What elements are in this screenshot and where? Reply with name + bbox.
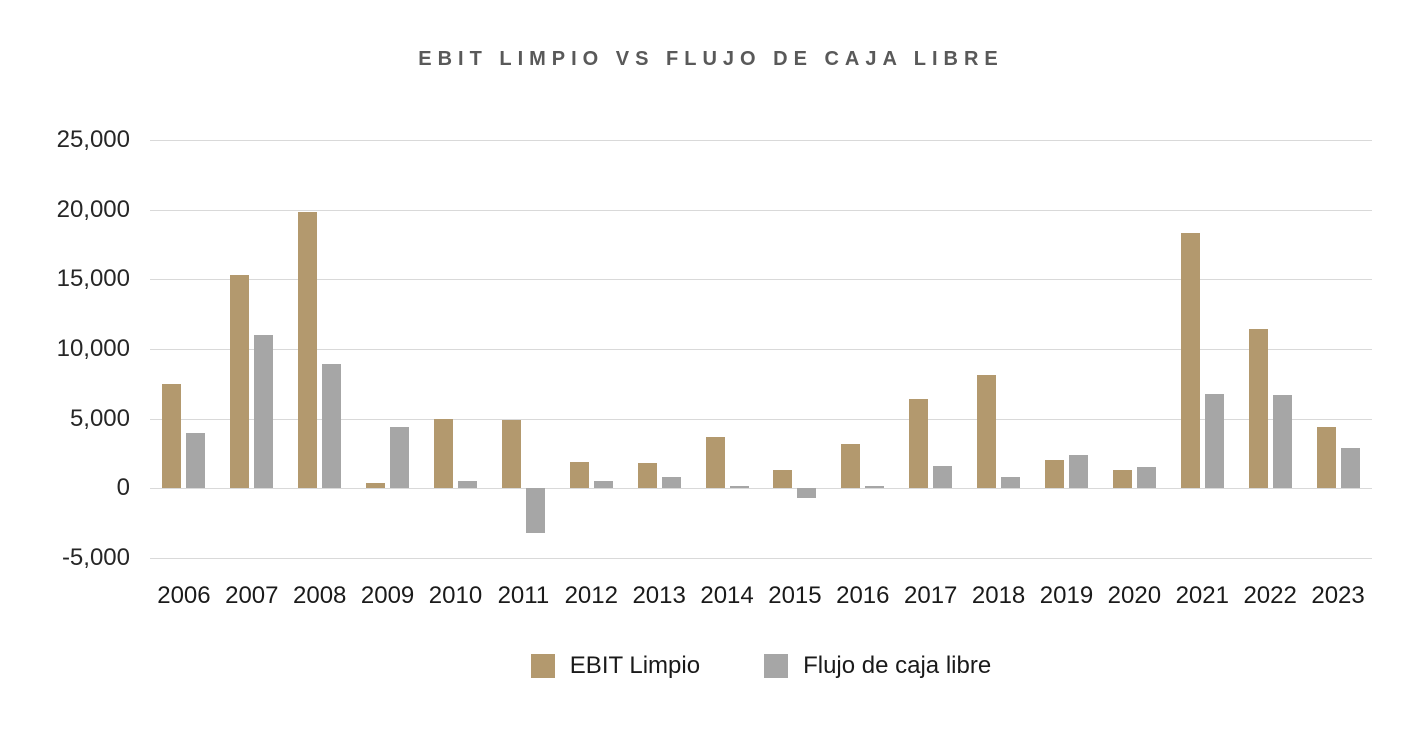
x-axis-tick-label: 2007 xyxy=(225,582,279,609)
bar-2008-series-1 xyxy=(322,364,342,489)
bar-2019-series-0 xyxy=(1045,460,1064,489)
bar-2017-series-1 xyxy=(933,466,953,489)
bar-2008-series-0 xyxy=(298,212,318,489)
legend-item-1: Flujo de caja libre xyxy=(764,652,991,680)
x-axis-tick-label: 2015 xyxy=(768,582,822,609)
y-axis-tick-label: 10,000 xyxy=(56,335,130,362)
bar-2020-series-1 xyxy=(1136,467,1156,489)
bar-2015-series-1 xyxy=(797,488,817,499)
bar-2006-series-1 xyxy=(186,432,206,489)
bar-2013-series-0 xyxy=(637,463,657,489)
bar-2023-series-1 xyxy=(1340,447,1360,489)
y-axis-tick-label: 15,000 xyxy=(56,265,130,293)
y-axis-tick-label: 5,000 xyxy=(69,404,130,432)
bar-2021-series-0 xyxy=(1180,233,1200,489)
x-axis-tick-label: 2008 xyxy=(293,582,347,609)
bar-2020-series-0 xyxy=(1112,470,1132,489)
x-axis-tick-label: 2016 xyxy=(836,582,890,609)
y-axis-tick-label: 25,000 xyxy=(56,126,130,153)
legend: EBIT Limpio Flujo de caja libre xyxy=(150,652,1372,680)
gridline-25000 xyxy=(150,140,1372,141)
bar-2014-series-0 xyxy=(705,436,725,489)
y-axis-tick-label: -5,000 xyxy=(61,544,130,571)
x-axis-tick-label: 2006 xyxy=(157,582,211,609)
bar-2018-series-0 xyxy=(977,375,997,489)
bar-2007-series-1 xyxy=(254,335,274,489)
bar-2010-series-0 xyxy=(434,418,453,489)
x-axis-tick-label: 2021 xyxy=(1175,582,1229,609)
gridline-5000 xyxy=(150,418,1372,420)
bar-2009-series-1 xyxy=(390,427,410,489)
bar-2014-series-1 xyxy=(729,486,749,489)
gridline-15000 xyxy=(150,279,1372,281)
x-axis-tick-label: 2017 xyxy=(904,582,958,609)
gridline-0 xyxy=(150,488,1372,490)
bar-2012-series-0 xyxy=(569,461,589,489)
bar-2018-series-1 xyxy=(1001,477,1021,489)
x-axis-tick-label: 2019 xyxy=(1039,582,1094,609)
bar-2016-series-1 xyxy=(865,485,885,489)
x-axis-tick-label: 2023 xyxy=(1311,582,1365,609)
x-axis-tick-label: 2018 xyxy=(971,582,1026,609)
legend-label: EBIT Limpio xyxy=(569,652,701,679)
x-axis-tick-label: 2009 xyxy=(360,582,415,609)
plot-area: 25,000 20,000 15,000 10,000 5,000 0 -5,000 2006… xyxy=(57,126,1372,609)
bar-2022-series-1 xyxy=(1272,394,1292,489)
legend-item-0: EBIT Limpio xyxy=(530,652,701,680)
legend-swatch-icon xyxy=(764,654,789,678)
x-axis-tick-label: 2020 xyxy=(1107,582,1162,609)
x-axis-tick-label: 2012 xyxy=(564,582,618,609)
bar-2023-series-0 xyxy=(1316,427,1336,489)
legend-swatch-icon xyxy=(530,654,555,678)
bar-2019-series-1 xyxy=(1069,454,1088,489)
bar-2009-series-0 xyxy=(366,482,386,489)
legend-label: Flujo de caja libre xyxy=(803,652,992,679)
x-axis-tick-label: 2014 xyxy=(700,582,754,609)
bar-2010-series-1 xyxy=(458,480,477,489)
y-axis-tick-label: 0 xyxy=(116,474,130,502)
x-axis-tick-label: 2013 xyxy=(632,582,686,609)
bar-2013-series-1 xyxy=(661,477,681,489)
bar-2012-series-1 xyxy=(593,481,613,489)
y-axis-tick-label: 20,000 xyxy=(56,195,130,223)
gridline--5000 xyxy=(150,558,1372,559)
x-axis-tick-label: 2010 xyxy=(428,582,483,609)
bar-2007-series-0 xyxy=(230,275,250,489)
bar-2022-series-0 xyxy=(1248,329,1268,489)
bar-2011-series-0 xyxy=(501,420,521,489)
x-axis-tick-label: 2011 xyxy=(497,582,550,609)
bar-2006-series-0 xyxy=(162,383,182,489)
bar-2011-series-1 xyxy=(525,488,545,533)
gridline-20000 xyxy=(150,209,1372,211)
gridline-10000 xyxy=(150,349,1372,350)
bar-2017-series-0 xyxy=(909,399,929,489)
bar-2015-series-0 xyxy=(773,470,793,489)
chart-title: EBIT LIMPIO VS FLUJO DE CAJA LIBRE xyxy=(418,48,1004,70)
bar-2021-series-1 xyxy=(1204,393,1224,489)
bar-2016-series-0 xyxy=(841,443,861,489)
x-axis-tick-label: 2022 xyxy=(1243,582,1297,609)
